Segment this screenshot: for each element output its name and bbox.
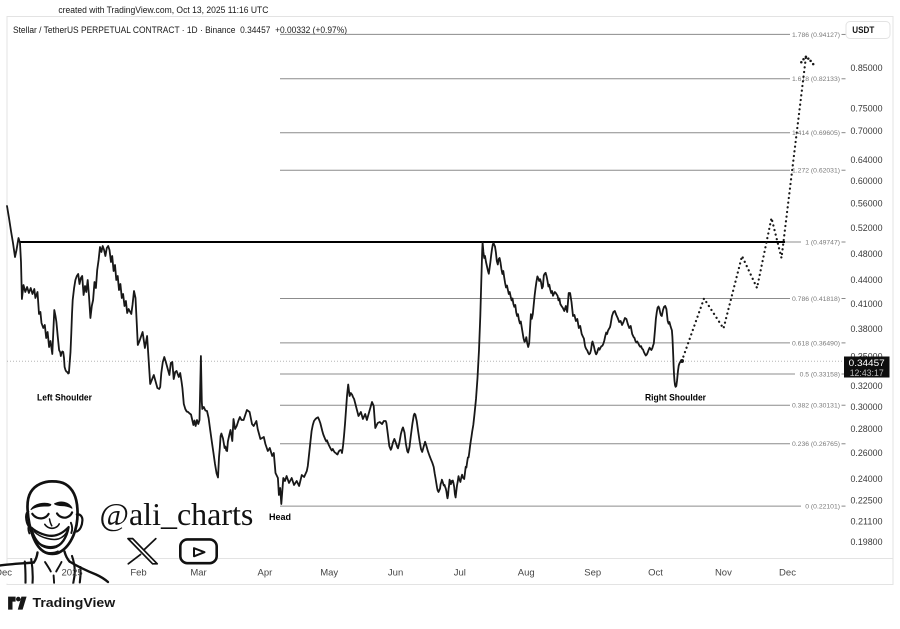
svg-text:0.236 (0.26765): 0.236 (0.26765)	[792, 441, 840, 448]
svg-text:0.41000: 0.41000	[851, 299, 883, 309]
svg-text:2025: 2025	[62, 568, 83, 579]
svg-text:0.382 (0.30131): 0.382 (0.30131)	[792, 403, 840, 410]
svg-text:1.786 (0.94127): 1.786 (0.94127)	[792, 32, 840, 39]
svg-text:@ali_charts: @ali_charts	[100, 496, 254, 532]
svg-text:May: May	[320, 568, 338, 579]
svg-text:Dec: Dec	[0, 568, 12, 579]
svg-text:0.5 (0.33158): 0.5 (0.33158)	[800, 371, 840, 378]
svg-text:0.24000: 0.24000	[851, 474, 883, 484]
svg-text:USDT: USDT	[852, 25, 875, 35]
svg-text:0.21100: 0.21100	[851, 516, 883, 526]
svg-text:0.64000: 0.64000	[851, 155, 883, 165]
svg-text:0.32000: 0.32000	[851, 381, 883, 391]
svg-text:Head: Head	[269, 512, 291, 522]
svg-text:Right Shoulder: Right Shoulder	[645, 392, 706, 402]
svg-text:0.19800: 0.19800	[851, 537, 883, 547]
svg-text:0.48000: 0.48000	[851, 249, 883, 259]
svg-text:0.34457: 0.34457	[849, 358, 885, 368]
svg-text:0.22500: 0.22500	[851, 495, 883, 505]
svg-text:Dec: Dec	[779, 568, 796, 579]
svg-text:1 (0.49747): 1 (0.49747)	[805, 239, 840, 246]
svg-text:0.786 (0.41818): 0.786 (0.41818)	[792, 296, 840, 303]
svg-text:12:43:17: 12:43:17	[850, 368, 884, 378]
svg-text:Oct: Oct	[648, 568, 663, 579]
svg-text:1.272 (0.62031): 1.272 (0.62031)	[792, 168, 840, 175]
svg-text:Aug: Aug	[518, 568, 535, 579]
svg-text:Sep: Sep	[584, 568, 601, 579]
svg-text:Jul: Jul	[454, 568, 466, 579]
svg-text:0.30000: 0.30000	[851, 402, 883, 412]
svg-text:created with TradingView.com,: created with TradingView.com, Oct 13, 20…	[58, 5, 268, 15]
svg-text:0.85000: 0.85000	[851, 63, 883, 73]
svg-text:0.75000: 0.75000	[851, 104, 883, 114]
svg-text:1.414 (0.69605): 1.414 (0.69605)	[792, 130, 840, 137]
svg-text:0.44000: 0.44000	[851, 275, 883, 285]
svg-text:TradingView: TradingView	[33, 595, 117, 610]
svg-text:Left Shoulder: Left Shoulder	[37, 392, 92, 402]
svg-text:Apr: Apr	[258, 568, 273, 579]
svg-text:0.52000: 0.52000	[851, 223, 883, 233]
svg-text:0.38000: 0.38000	[851, 324, 883, 334]
svg-text:1.618 (0.82133): 1.618 (0.82133)	[792, 76, 840, 83]
svg-text:Jun: Jun	[388, 568, 403, 579]
svg-text:0.28000: 0.28000	[851, 424, 883, 434]
svg-text:0.26000: 0.26000	[851, 448, 883, 458]
svg-text:0 (0.22101): 0 (0.22101)	[805, 504, 840, 511]
svg-text:Mar: Mar	[190, 568, 206, 579]
svg-text:0.70000: 0.70000	[851, 126, 883, 136]
svg-text:Nov: Nov	[715, 568, 732, 579]
svg-text:0.618 (0.36490): 0.618 (0.36490)	[792, 340, 840, 347]
svg-text:0.56000: 0.56000	[851, 199, 883, 209]
svg-text:Feb: Feb	[130, 568, 146, 579]
svg-text:0.60000: 0.60000	[851, 176, 883, 186]
svg-text:Stellar / TetherUS PERPETUAL C: Stellar / TetherUS PERPETUAL CONTRACT · …	[13, 25, 347, 35]
